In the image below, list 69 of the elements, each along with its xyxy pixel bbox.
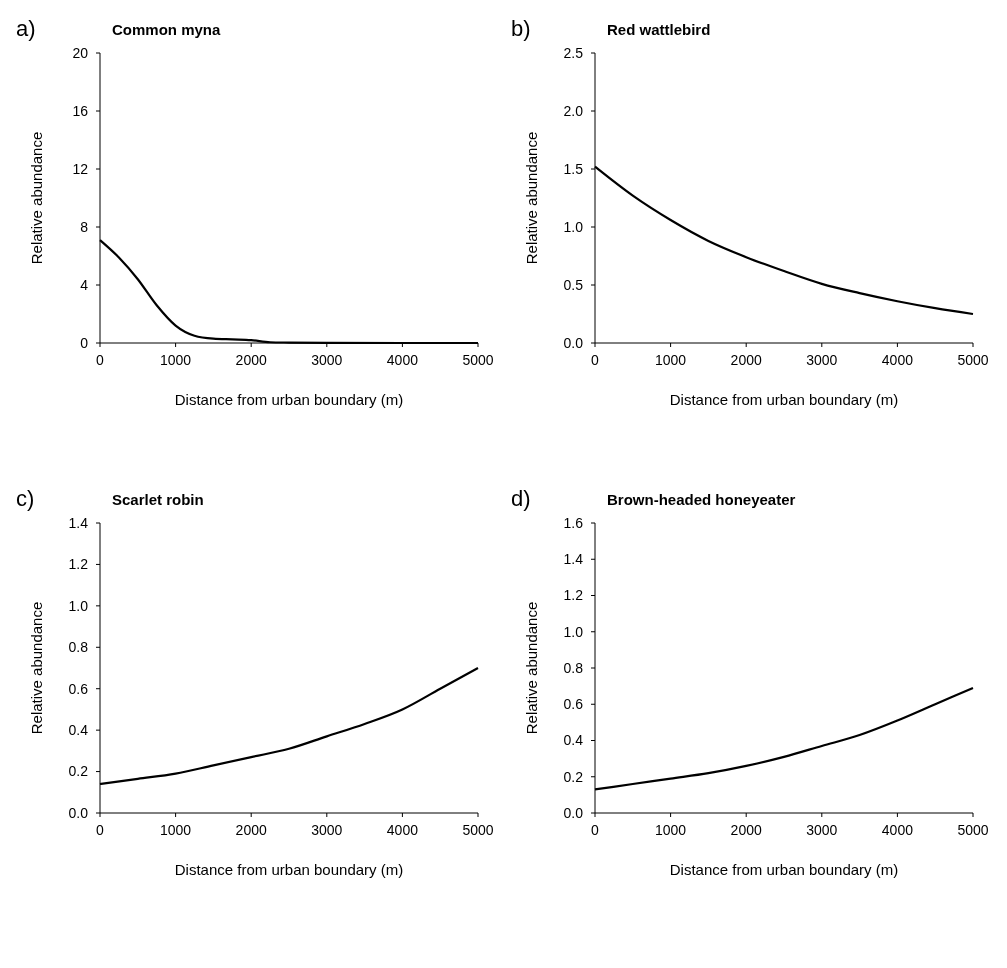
x-tick-label: 3000: [311, 352, 343, 368]
chart-title: Scarlet robin: [112, 491, 204, 508]
x-tick-label: 5000: [462, 352, 494, 368]
text: a): [16, 16, 36, 41]
y-tick-label: 1.6: [563, 514, 584, 531]
y-tick-label: 1.5: [563, 160, 584, 177]
x-tick-label: 5000: [462, 822, 494, 838]
x-tick-label: 2000: [235, 352, 267, 368]
y-tick-label: 0.8: [563, 659, 584, 676]
y-tick-label: 20: [72, 44, 89, 61]
x-axis-title: Distance from urban boundary (m): [669, 861, 899, 878]
y-tick-label: 0.6: [68, 680, 89, 697]
chart-title: Common myna: [112, 21, 221, 38]
x-axis-title: Distance from urban boundary (m): [174, 861, 404, 878]
y-tick-label: 1.2: [563, 587, 584, 604]
y-tick-label: 0.0: [563, 334, 584, 351]
x-tick-label: 1000: [160, 352, 192, 368]
y-tick-label: 1.2: [68, 556, 89, 573]
chart-title: Red wattlebird: [607, 21, 711, 38]
y-tick-label: 0.2: [563, 768, 584, 785]
x-tick-label: 1000: [655, 822, 687, 838]
text: b): [511, 16, 531, 41]
y-tick-label: 4: [80, 276, 89, 293]
x-tick-label: 5000: [957, 352, 989, 368]
y-axis-title: Relative abundance: [523, 131, 540, 265]
y-tick-label: 0.4: [563, 732, 584, 749]
x-axis-title: Distance from urban boundary (m): [669, 391, 899, 408]
y-tick-label: 1.0: [563, 623, 584, 640]
x-tick-label: 2000: [235, 822, 267, 838]
y-tick-label: 0.6: [563, 696, 584, 713]
x-tick-label: 4000: [386, 352, 419, 368]
x-tick-label: 2000: [730, 352, 762, 368]
y-tick-label: 0.8: [68, 639, 89, 656]
text: c): [16, 486, 35, 511]
y-tick-label: 0.0: [68, 804, 89, 821]
y-tick-label: 8: [80, 218, 89, 235]
y-tick-label: 0.0: [563, 804, 584, 821]
x-tick-label: 1000: [160, 822, 192, 838]
x-axis-title: Distance from urban boundary (m): [174, 391, 404, 408]
y-tick-label: 2.5: [563, 44, 584, 61]
y-tick-label: 1.4: [68, 514, 89, 531]
x-tick-label: 0: [96, 352, 105, 368]
x-tick-label: 2000: [730, 822, 762, 838]
x-tick-label: 3000: [806, 352, 838, 368]
y-axis-title: Relative abundance: [28, 131, 45, 265]
y-tick-label: 1.4: [563, 551, 584, 568]
x-tick-label: 0: [96, 822, 105, 838]
y-tick-label: 0.4: [68, 722, 89, 739]
x-tick-label: 3000: [806, 822, 838, 838]
y-axis-title: Relative abundance: [28, 601, 45, 735]
y-tick-label: 0.5: [563, 276, 584, 293]
x-tick-label: 1000: [655, 352, 687, 368]
x-tick-label: 4000: [386, 822, 419, 838]
y-axis-title: Relative abundance: [523, 601, 540, 735]
y-tick-label: 0.2: [68, 763, 89, 780]
y-tick-label: 0: [80, 334, 89, 351]
y-tick-label: 1.0: [563, 218, 584, 235]
x-tick-label: 3000: [311, 822, 343, 838]
x-tick-label: 4000: [881, 352, 914, 368]
x-tick-label: 4000: [881, 822, 914, 838]
x-tick-label: 0: [591, 352, 600, 368]
y-tick-label: 16: [72, 102, 89, 119]
y-tick-label: 2.0: [563, 102, 584, 119]
chart-title: Brown-headed honeyeater: [607, 491, 796, 508]
x-tick-label: 0: [591, 822, 600, 838]
x-tick-label: 5000: [957, 822, 989, 838]
text: d): [511, 486, 531, 511]
y-tick-label: 1.0: [68, 597, 89, 614]
y-tick-label: 12: [72, 160, 89, 177]
